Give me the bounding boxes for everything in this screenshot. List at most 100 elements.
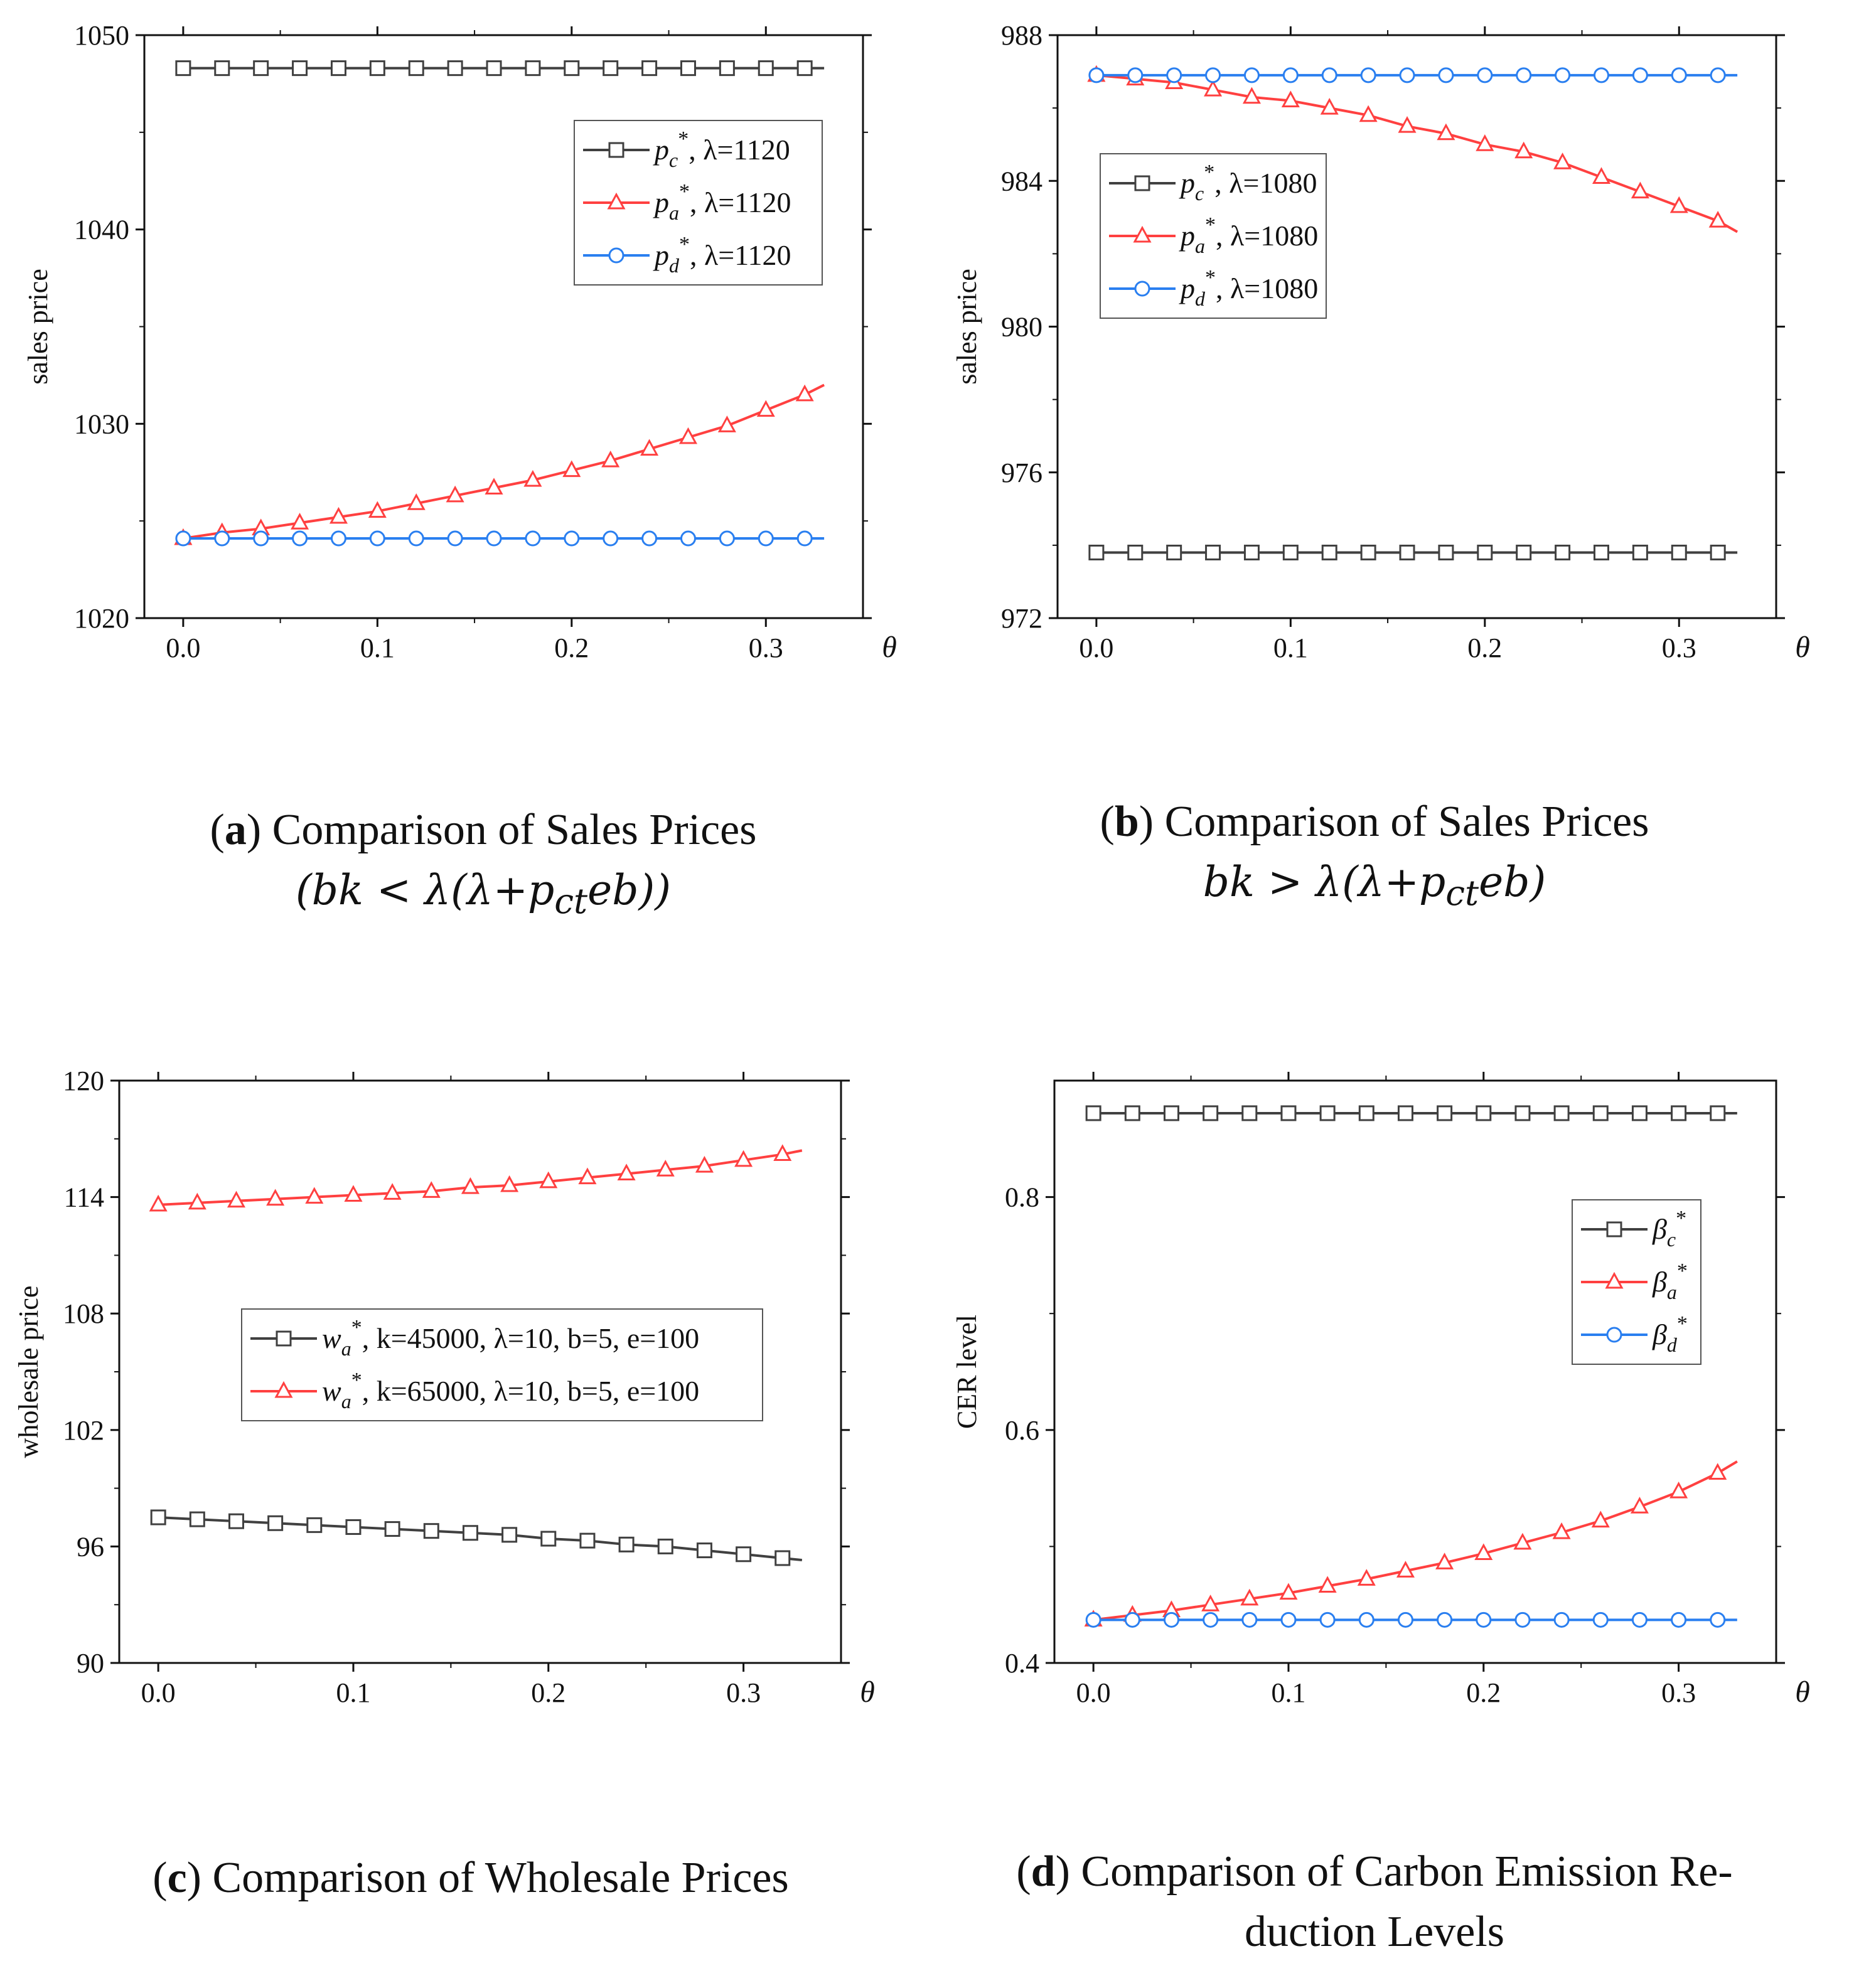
data-point (188, 1192, 206, 1210)
data-point (1320, 97, 1339, 115)
data-point (1477, 544, 1493, 560)
data-point (758, 530, 774, 547)
data-point (1555, 544, 1571, 560)
legend-swatch-marker (608, 247, 624, 264)
data-point (717, 415, 736, 432)
data-point (640, 439, 659, 456)
x-axis-label: θ (882, 631, 897, 664)
data-point (306, 1517, 323, 1533)
data-point (539, 1171, 558, 1189)
data-point (189, 1511, 205, 1527)
y-tick-label: 120 (63, 1066, 104, 1096)
series-line (158, 1149, 803, 1206)
data-point (344, 1185, 363, 1202)
y-axis-label: CER level (951, 1315, 982, 1429)
data-point (253, 60, 269, 77)
data-point (214, 530, 230, 547)
caption-d: (d) Comparison of Carbon Emission Re- du… (1016, 1847, 1733, 1956)
data-point (1127, 544, 1144, 560)
data-point (1671, 1105, 1687, 1121)
y-tick-label: 0.6 (1005, 1415, 1039, 1446)
data-point (1241, 1611, 1258, 1628)
y-axis-label: wholesale price (13, 1286, 44, 1458)
data-point (525, 530, 541, 547)
legend-label: pa*, λ=1120 (653, 180, 791, 224)
legend-box (241, 1308, 763, 1421)
data-point (1671, 1611, 1687, 1628)
data-point (1085, 1611, 1101, 1628)
data-point (1435, 1552, 1454, 1569)
y-tick-label: 1020 (74, 603, 129, 634)
data-point (330, 530, 346, 547)
data-point (1127, 67, 1144, 83)
data-point (1280, 1105, 1297, 1121)
x-tick-label: 0.0 (166, 633, 200, 663)
series-c-0 (1088, 544, 1738, 560)
data-point (1553, 152, 1572, 169)
data-point (795, 384, 814, 402)
data-point (1710, 67, 1726, 83)
y-tick-label: 1030 (74, 409, 129, 439)
legend-label: pc*, λ=1080 (1179, 161, 1317, 205)
plot-frame (1053, 1079, 1777, 1664)
data-point (266, 1189, 285, 1206)
data-point (1437, 1105, 1453, 1121)
data-point (329, 506, 348, 524)
x-axis-label: θ (860, 1675, 875, 1709)
data-point (214, 60, 230, 77)
data-point (368, 501, 387, 518)
y-tick-label: 976 (1001, 457, 1042, 488)
data-point (462, 1525, 478, 1541)
data-point (292, 530, 308, 547)
data-point (1088, 67, 1105, 83)
series-a-1 (1084, 1460, 1738, 1627)
data-point (1710, 1105, 1726, 1121)
data-point (1399, 67, 1415, 83)
data-point (680, 530, 696, 547)
data-point (1553, 1105, 1570, 1121)
legend-swatch-marker (1606, 1221, 1622, 1237)
data-point (734, 1150, 753, 1167)
data-point (1593, 67, 1609, 83)
series-d-2 (1085, 1611, 1737, 1628)
data-point (1282, 67, 1299, 83)
data-point (564, 60, 580, 77)
series-d-2 (175, 530, 825, 547)
legend-label: pc*, λ=1120 (653, 127, 790, 171)
y-tick-label: 0.8 (1005, 1182, 1039, 1213)
legend-swatch-marker (607, 192, 626, 210)
data-point (1593, 544, 1609, 560)
data-point (1242, 87, 1261, 104)
data-point (486, 530, 502, 547)
data-point (501, 1527, 518, 1543)
data-point (1708, 210, 1727, 228)
data-point (1708, 1463, 1727, 1480)
data-point (603, 60, 619, 77)
data-point (1631, 1611, 1648, 1628)
data-point (1632, 544, 1648, 560)
data-point (1476, 1105, 1492, 1121)
data-point (1201, 1595, 1220, 1611)
data-point (1396, 1561, 1415, 1578)
series-a-0 (150, 1509, 803, 1566)
data-point (656, 1160, 675, 1177)
legend-label: βc* (1652, 1207, 1686, 1251)
data-point (408, 60, 424, 77)
data-point (1398, 116, 1417, 133)
x-tick-label: 0.0 (1079, 633, 1113, 663)
data-point (1592, 1611, 1609, 1628)
data-point (1438, 67, 1454, 83)
caption-b: (b) Comparison of Sales Prices bk > λ(λ+… (1100, 798, 1649, 914)
data-point (175, 60, 191, 77)
data-point (1203, 1611, 1219, 1628)
chart-a: 1020 1030 1040 1050 0.0 0.1 0.2 0.3 θ sales price… (23, 20, 897, 664)
data-point (1437, 123, 1455, 141)
data-point (758, 60, 774, 77)
y-tick-label: 0.4 (1005, 1648, 1039, 1679)
y-tick-label: 114 (64, 1182, 104, 1213)
data-point (1321, 544, 1337, 560)
data-point (1279, 1583, 1298, 1600)
y-tick-label: 972 (1001, 603, 1042, 634)
legend-label: wa*, k=65000, λ=10, b=5, e=100 (322, 1369, 699, 1413)
